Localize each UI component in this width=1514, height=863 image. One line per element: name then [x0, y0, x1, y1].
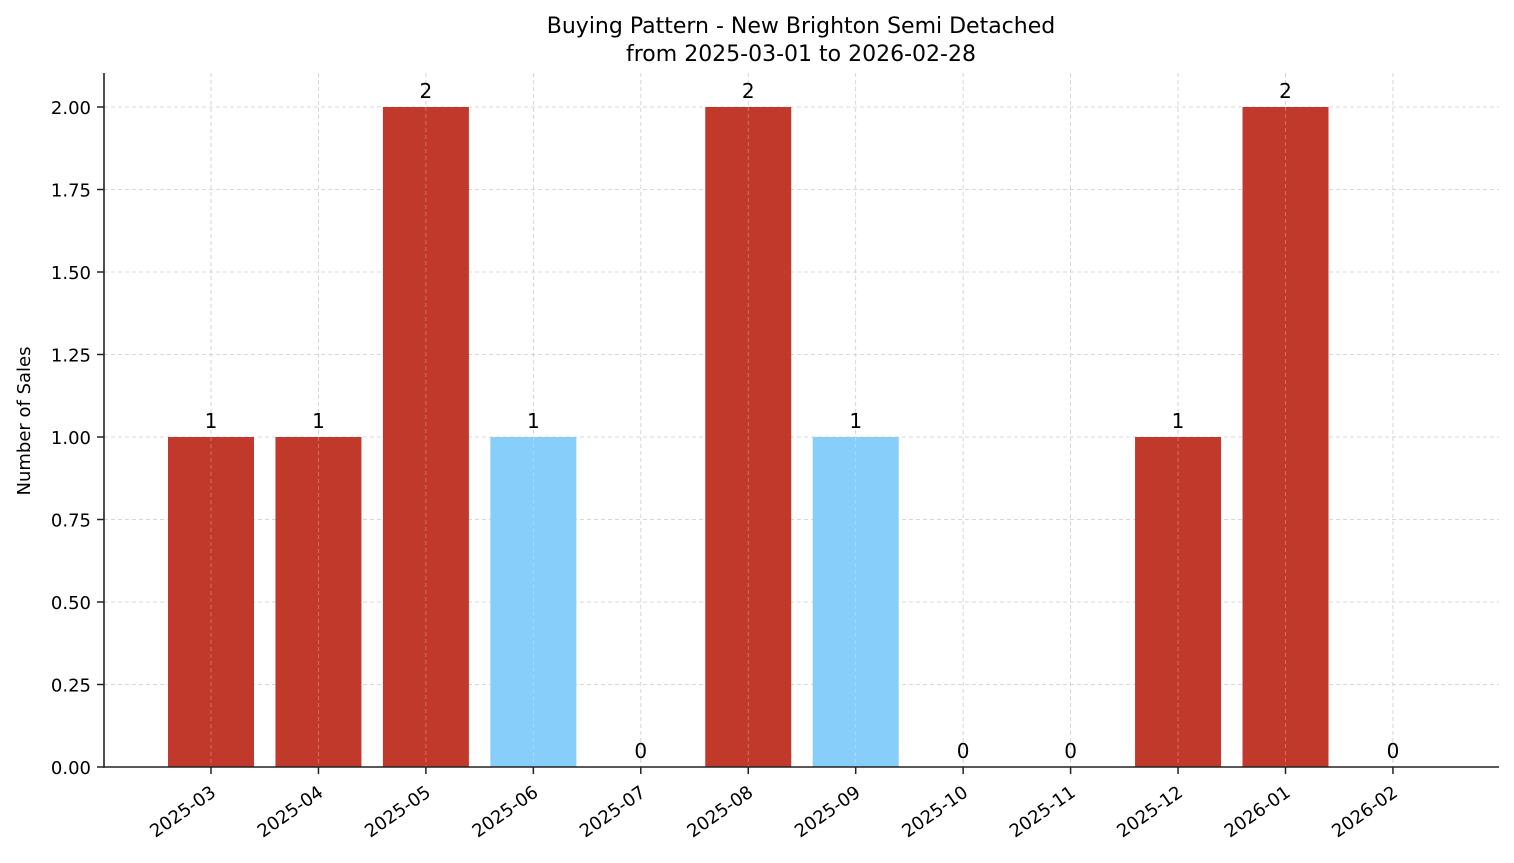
data-label: 1 — [205, 409, 218, 433]
y-tick-label: 0.00 — [51, 758, 91, 779]
x-tick-label: 2025-08 — [683, 782, 757, 842]
bar-2025-06 — [490, 437, 577, 767]
data-label: 2 — [742, 79, 755, 103]
x-tick-label: 2025-12 — [1113, 782, 1187, 842]
y-axis-label: Number of Sales — [14, 346, 35, 495]
x-tick-label: 2025-11 — [1006, 782, 1080, 842]
y-tick-label: 0.25 — [51, 676, 91, 697]
x-tick-label: 2025-03 — [146, 782, 220, 842]
y-tick-label: 0.50 — [51, 593, 91, 614]
x-tick-label: 2025-09 — [791, 782, 865, 842]
data-label: 2 — [1279, 79, 1292, 103]
data-label: 0 — [1387, 739, 1400, 763]
bar-2025-03 — [168, 437, 254, 767]
bar-2025-05 — [382, 107, 469, 767]
bar-2025-09 — [812, 437, 899, 767]
data-label: 0 — [1064, 739, 1077, 763]
chart-subtitle: from 2025-03-01 to 2026-02-28 — [626, 42, 976, 67]
data-label: 1 — [312, 409, 325, 433]
data-label: 0 — [634, 739, 647, 763]
x-tick-label: 2025-06 — [469, 782, 543, 842]
bar-2025-08 — [705, 107, 792, 767]
data-label: 1 — [527, 409, 540, 433]
x-tick-label: 2025-10 — [898, 782, 972, 842]
data-labels: 1 1 2 1 0 2 1 0 0 1 2 0 — [205, 79, 1400, 763]
y-tick-label: 0.75 — [51, 511, 91, 532]
bar-2025-04 — [275, 437, 362, 767]
bar-2026-01 — [1242, 107, 1329, 767]
x-tick-label: 2025-04 — [254, 782, 328, 842]
y-tick-label: 1.25 — [51, 346, 91, 367]
x-tick-label: 2026-01 — [1221, 782, 1295, 842]
data-label: 2 — [420, 79, 433, 103]
bar-2025-12 — [1135, 437, 1222, 767]
data-label: 0 — [957, 739, 970, 763]
data-label: 1 — [849, 409, 862, 433]
chart-title: Buying Pattern - New Brighton Semi Detac… — [547, 14, 1055, 39]
x-tick-label: 2025-07 — [576, 782, 650, 842]
y-tick-label: 1.75 — [51, 181, 91, 202]
y-tick-label: 1.00 — [51, 428, 91, 449]
y-tick-label: 1.50 — [51, 263, 91, 284]
x-tick-label: 2025-05 — [361, 782, 435, 842]
bars — [168, 107, 1329, 767]
y-axis-ticks: 0.00 0.25 0.50 0.75 1.00 1.25 1.50 1.75 2.00 — [51, 98, 104, 779]
data-label: 1 — [1172, 409, 1185, 433]
y-tick-label: 2.00 — [51, 98, 91, 119]
x-tick-label: 2026-02 — [1328, 782, 1402, 842]
x-axis-ticks: 2025-03 2025-04 2025-05 2025-06 2025-07 2025-… — [146, 767, 1402, 842]
